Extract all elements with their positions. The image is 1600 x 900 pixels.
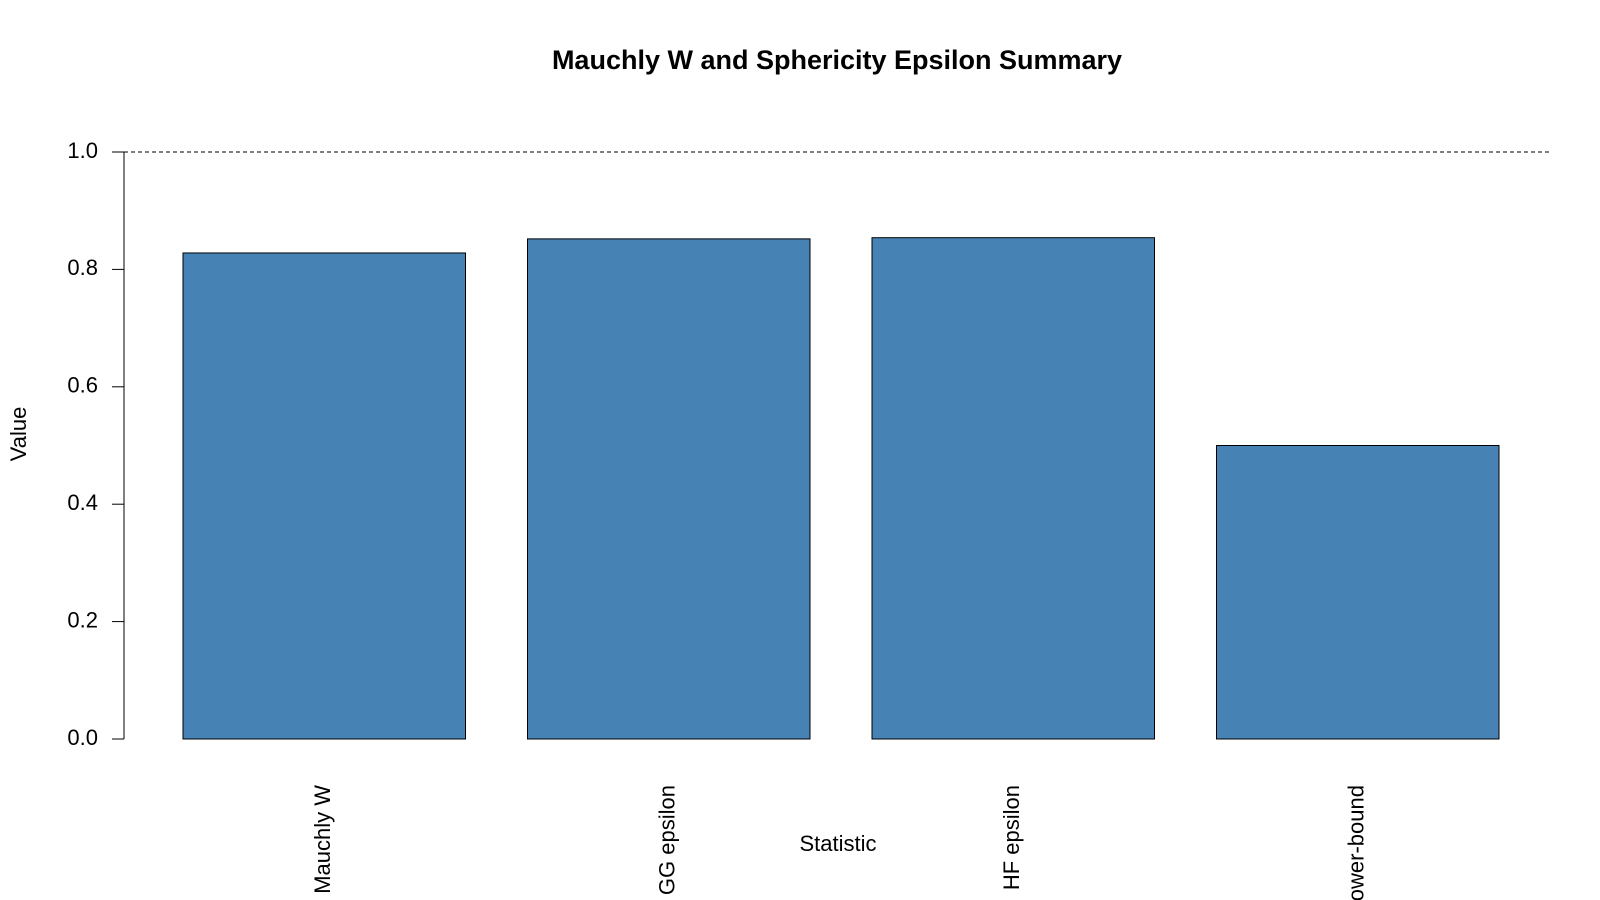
x-tick-label: GG epsilon bbox=[655, 785, 680, 895]
x-tick-label: Mauchly W bbox=[310, 785, 335, 894]
bar bbox=[182, 252, 466, 740]
bar bbox=[871, 237, 1155, 740]
chart-title: Mauchly W and Sphericity Epsilon Summary bbox=[552, 45, 1122, 75]
x-axis-title: Statistic bbox=[799, 831, 876, 856]
y-tick-label: 0.4 bbox=[67, 490, 98, 515]
y-tick-label: 1.0 bbox=[67, 138, 98, 163]
bar bbox=[1216, 445, 1500, 740]
y-tick-label: 0.0 bbox=[67, 725, 98, 750]
x-tick-label: HF epsilon bbox=[999, 785, 1024, 890]
y-tick-label: 0.8 bbox=[67, 255, 98, 280]
y-tick-label: 0.6 bbox=[67, 373, 98, 398]
x-tick-label: Lower-bound bbox=[1344, 785, 1369, 900]
bar bbox=[527, 238, 811, 740]
y-tick-label: 0.2 bbox=[67, 607, 98, 632]
y-axis-title: Value bbox=[6, 407, 31, 462]
